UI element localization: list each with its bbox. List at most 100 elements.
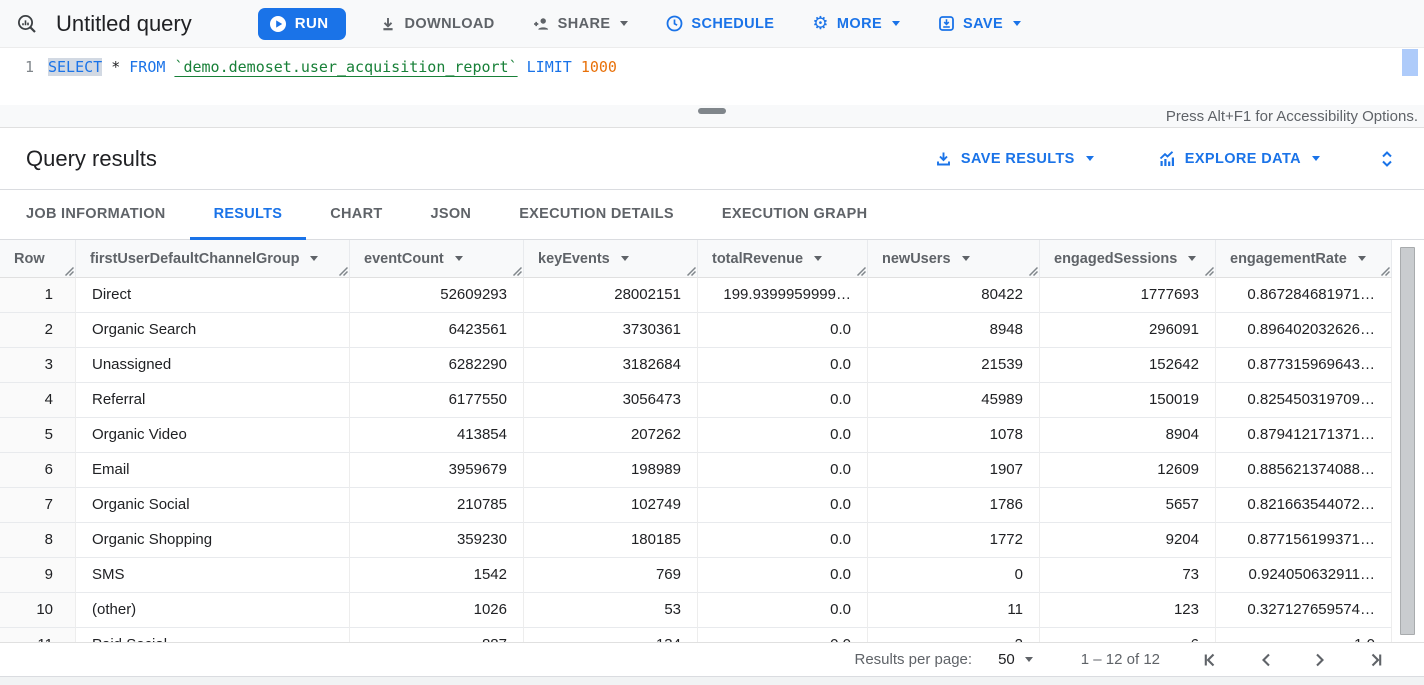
table-cell: 11	[868, 593, 1040, 628]
table-cell: 1026	[350, 593, 524, 628]
resize-grip-icon[interactable]	[686, 266, 696, 276]
table-cell: 3959679	[350, 453, 524, 488]
sort-caret-icon[interactable]	[1188, 256, 1197, 261]
column-header-engagedsessions[interactable]: engagedSessions	[1040, 240, 1216, 278]
share-button[interactable]: SHARE	[533, 16, 629, 32]
editor-scrollbar[interactable]	[1402, 49, 1418, 76]
table-cell: Referral	[76, 383, 350, 418]
save-button[interactable]: SAVE	[938, 15, 1022, 32]
row-number-cell: 5	[0, 418, 76, 453]
resize-grip-icon[interactable]	[512, 266, 522, 276]
resize-grip-icon[interactable]	[1204, 266, 1214, 276]
row-number-cell: 8	[0, 523, 76, 558]
table-cell: 0.896402032626…	[1216, 313, 1392, 348]
table-cell: 28002151	[524, 278, 698, 313]
column-header-row[interactable]: Row	[0, 240, 76, 278]
table-cell: 0.924050632911…	[1216, 558, 1392, 593]
table-cell: 150019	[1040, 383, 1216, 418]
save-icon	[938, 15, 955, 32]
table-cell: Organic Social	[76, 488, 350, 523]
next-page-button[interactable]	[1313, 652, 1327, 668]
sql-line: 1 SELECT * FROM `demo.demoset.user_acqui…	[0, 55, 1424, 79]
tab-execution-details[interactable]: EXECUTION DETAILS	[519, 205, 674, 222]
page-size-select[interactable]: 50	[998, 651, 1033, 668]
table-cell: 769	[524, 558, 698, 593]
tab-results[interactable]: RESULTS	[189, 190, 307, 240]
sql-token-keyword: FROM	[129, 58, 166, 76]
column-header-firstuserdefaultchannelgroup[interactable]: firstUserDefaultChannelGroup	[76, 240, 350, 278]
table-cell: 3730361	[524, 313, 698, 348]
sort-caret-icon[interactable]	[1357, 256, 1366, 261]
table-cell: Paid Social	[76, 628, 350, 642]
table-cell: 0.825450319709…	[1216, 383, 1392, 418]
splitter-drag-handle[interactable]	[698, 108, 726, 114]
table-cell: 0.0	[698, 383, 868, 418]
table-cell: 0.327127659574…	[1216, 593, 1392, 628]
resize-grip-icon[interactable]	[338, 266, 348, 276]
page-range-label: 1 – 12 of 12	[1080, 651, 1160, 668]
table-cell: SMS	[76, 558, 350, 593]
sort-caret-icon[interactable]	[961, 256, 970, 261]
first-page-button[interactable]	[1202, 652, 1219, 668]
resize-grip-icon[interactable]	[1380, 266, 1390, 276]
column-header-keyevents[interactable]: keyEvents	[524, 240, 698, 278]
table-cell: 80422	[868, 278, 1040, 313]
column-header-engagementrate[interactable]: engagementRate	[1216, 240, 1392, 278]
resize-grip-icon[interactable]	[1028, 266, 1038, 276]
gear-icon: ⚙	[812, 12, 829, 34]
table-cell: 134	[524, 628, 698, 642]
sort-caret-icon[interactable]	[620, 256, 629, 261]
sort-caret-icon[interactable]	[310, 256, 319, 261]
table-cell: 5657	[1040, 488, 1216, 523]
sort-caret-icon[interactable]	[814, 256, 823, 261]
tab-chart[interactable]: CHART	[330, 205, 383, 222]
previous-page-button[interactable]	[1259, 652, 1273, 668]
row-number-cell: 9	[0, 558, 76, 593]
table-row: 11Paid Social8871340.0261.0	[0, 628, 1424, 642]
sql-editor[interactable]: 1 SELECT * FROM `demo.demoset.user_acqui…	[0, 48, 1424, 105]
more-button[interactable]: ⚙ MORE	[812, 12, 901, 34]
table-cell: Unassigned	[76, 348, 350, 383]
table-cell: 0.0	[698, 418, 868, 453]
table-cell: 0.0	[698, 453, 868, 488]
resize-grip-icon[interactable]	[856, 266, 866, 276]
run-button[interactable]: RUN	[257, 7, 347, 40]
explore-data-button[interactable]: EXPLORE DATA	[1158, 151, 1320, 167]
first-page-icon	[1204, 653, 1215, 666]
sql-code: SELECT * FROM `demo.demoset.user_acquisi…	[48, 55, 617, 79]
row-number-cell: 10	[0, 593, 76, 628]
download-button[interactable]: DOWNLOAD	[380, 16, 494, 32]
chevron-left-icon	[1262, 653, 1270, 666]
table-row: 7 Organic Social 210785 102749 0.0 1786 5657 0.…	[0, 488, 1424, 523]
table-cell: 1542	[350, 558, 524, 593]
column-header-newusers[interactable]: newUsers	[868, 240, 1040, 278]
last-page-button[interactable]	[1367, 652, 1384, 668]
column-header-totalrevenue[interactable]: totalRevenue	[698, 240, 868, 278]
tab-execution-graph[interactable]: EXECUTION GRAPH	[721, 205, 868, 222]
table-cell: 53	[524, 593, 698, 628]
editor-statusbar: Press Alt+F1 for Accessibility Options.	[0, 105, 1424, 128]
schedule-button[interactable]: SCHEDULE	[666, 15, 774, 32]
table-vertical-scrollbar[interactable]	[1400, 247, 1415, 635]
resize-grip-icon[interactable]	[64, 266, 74, 276]
chevron-down-icon	[1024, 657, 1033, 662]
line-number: 1	[24, 58, 34, 76]
expand-collapse-button[interactable]	[1378, 149, 1396, 169]
query-magnifier-icon	[16, 13, 38, 35]
bottom-scroll-strip[interactable]	[0, 676, 1424, 685]
table-cell: 6177550	[350, 383, 524, 418]
table-cell: 0.0	[698, 348, 868, 383]
tab-job-information[interactable]: JOB INFORMATION	[26, 205, 166, 222]
table-cell: 0.867284681971…	[1216, 278, 1392, 313]
table-cell: 210785	[350, 488, 524, 523]
table-cell: 207262	[524, 418, 698, 453]
row-number-cell: 2	[0, 313, 76, 348]
sort-caret-icon[interactable]	[454, 256, 463, 261]
tab-json[interactable]: JSON	[430, 205, 472, 222]
table-cell: 3182684	[524, 348, 698, 383]
table-cell: 1777693	[1040, 278, 1216, 313]
column-header-eventcount[interactable]: eventCount	[350, 240, 524, 278]
table-cell: (other)	[76, 593, 350, 628]
save-results-button[interactable]: SAVE RESULTS	[935, 151, 1094, 167]
query-toolbar: Untitled query RUN DOWNLOAD SHARE	[0, 0, 1424, 48]
